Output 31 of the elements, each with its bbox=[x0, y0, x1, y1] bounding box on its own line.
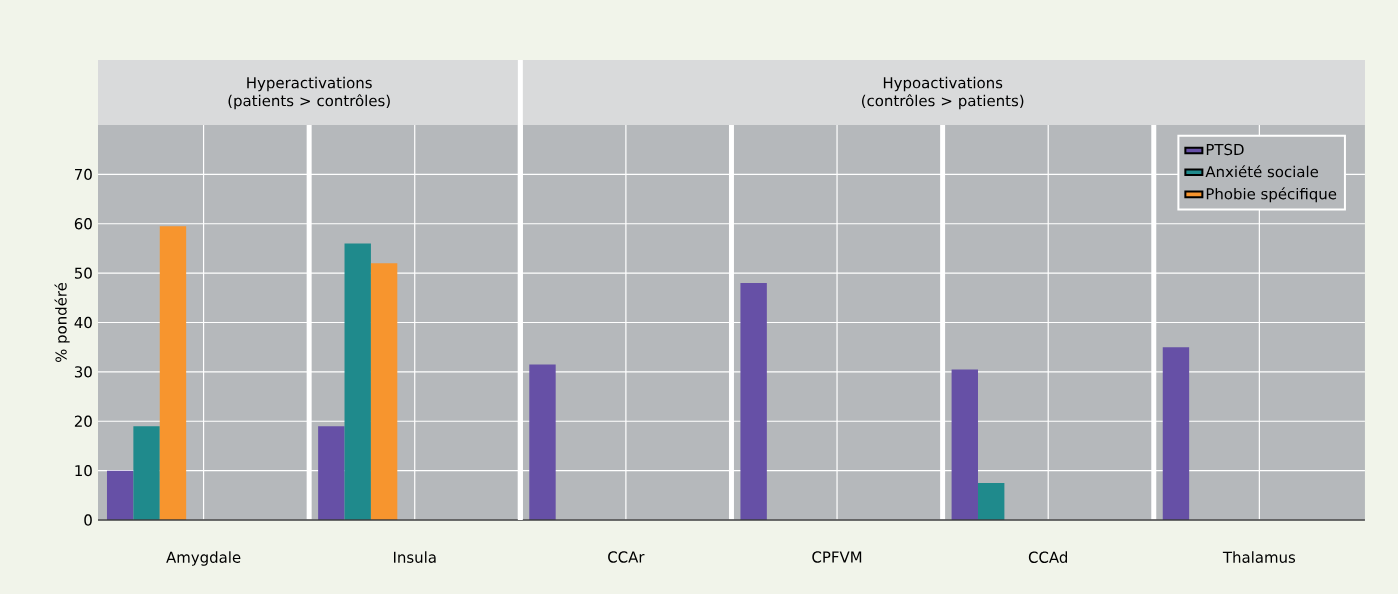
text: Hypoactivations (contrôles > patients) bbox=[862, 76, 1024, 110]
bar bbox=[106, 470, 134, 520]
bar bbox=[370, 263, 398, 520]
legend-label: Anxiété sociale bbox=[1205, 165, 1319, 178]
bar bbox=[133, 426, 160, 520]
x-tick-label: CCAr bbox=[608, 551, 645, 563]
y-tick-label: 40 bbox=[74, 316, 92, 329]
y-tick-label: 70 bbox=[75, 168, 92, 181]
bar bbox=[977, 482, 1005, 520]
x-tick-label: Amygdale bbox=[166, 551, 241, 566]
legend-label: PTSD bbox=[1206, 143, 1244, 156]
bar bbox=[344, 243, 371, 520]
bar bbox=[159, 226, 187, 520]
bar bbox=[951, 369, 978, 520]
y-tick-label: 30 bbox=[74, 366, 92, 378]
x-tick-label: Insula bbox=[393, 551, 436, 563]
x-tick-label: CPFVM bbox=[812, 551, 862, 563]
y-tick-label: 60 bbox=[74, 218, 92, 230]
y-axis-title: % pondéré bbox=[54, 282, 70, 363]
x-tick-label: CCAd bbox=[1028, 551, 1067, 563]
bar bbox=[318, 426, 345, 520]
legend-label: Phobie spécifique bbox=[1206, 187, 1337, 203]
y-tick-label: 20 bbox=[74, 415, 92, 427]
bar bbox=[1162, 347, 1190, 520]
y-tick-label: 0 bbox=[84, 514, 92, 526]
text: Hyperactivations (patients > contrôles) bbox=[228, 76, 390, 110]
x-tick-label: Thalamus bbox=[1222, 551, 1296, 563]
bar bbox=[740, 283, 767, 520]
bar bbox=[529, 364, 556, 520]
y-tick-label: 10 bbox=[75, 464, 92, 477]
y-tick-label: 50 bbox=[74, 267, 92, 279]
